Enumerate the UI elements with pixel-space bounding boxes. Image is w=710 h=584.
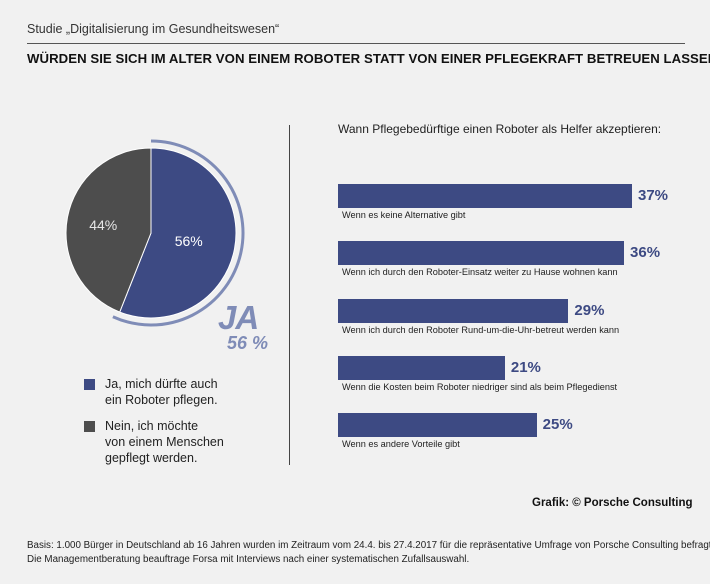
pie-label-yes: 56% [175,233,203,249]
pie-slice-yes [119,147,237,319]
bar-value-2: 36% [630,244,661,262]
bar-3 [338,298,569,323]
bar-label-2: Wenn ich durch den Roboter-Einsatz weite… [342,267,618,278]
legend-swatch-no [84,421,95,432]
bar-label-4: Wenn die Kosten beim Roboter niedriger s… [342,381,618,392]
bar-2 [338,241,625,266]
question-heading: WÜRDEN SIE SICH IM ALTER VON EINEM ROBOT… [27,51,710,66]
bar-5 [338,413,537,438]
header-rule [27,43,685,44]
section-divider [289,125,290,465]
bar-label-1: Wenn es keine Alternative gibt [342,210,466,220]
pie-chart: 56% 44% [65,139,245,327]
bar-1 [338,184,632,208]
bar-label-5: Wenn es andere Vorteile gibt [342,439,460,450]
study-title: Studie „Digitalisierung im Gesundheitswe… [27,22,280,36]
bar-4 [338,355,505,380]
bar-value-1: 37% [638,187,669,204]
pie-slice-no [65,147,152,313]
footnote: Basis: 1.000 Bürger in Deutschland ab 16… [27,540,710,565]
pie-highlight-arc [112,139,245,327]
legend-text-yes: Ja, mich dürfte auch ein Roboter pflegen… [105,377,218,407]
bar-value-3: 29% [574,301,605,319]
ja-highlight-word: JA [218,299,259,336]
bar-value-4: 21% [510,358,541,376]
ja-highlight-percent: 56 % [227,333,269,353]
bar-value-5: 25% [542,416,573,434]
bar-label-3: Wenn ich durch den Roboter Rund-um-die-U… [342,324,620,335]
credit-line: Grafik: © Porsche Consulting [532,497,693,509]
pie-label-no: 44% [89,217,117,233]
legend-text-no: Nein, ich möchte von einem Menschen gepf… [105,419,224,465]
legend-swatch-yes [84,379,95,390]
bar-chart-title: Wann Pflegebedürftige einen Roboter als … [338,122,662,136]
